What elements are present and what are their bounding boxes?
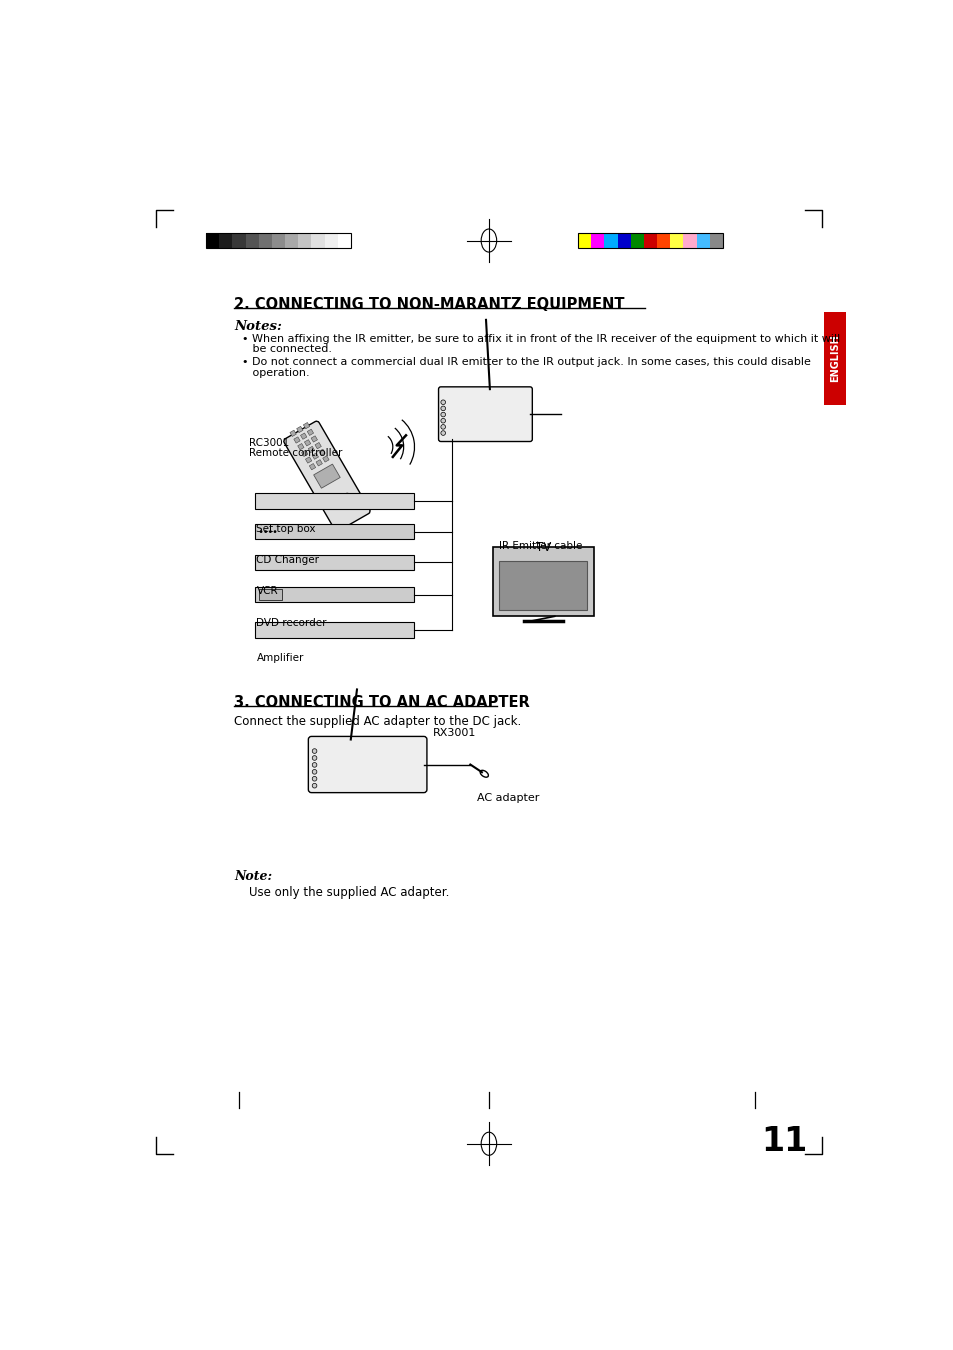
Bar (300, 433, 307, 439)
Circle shape (312, 783, 316, 788)
Text: Remote controller: Remote controller (249, 448, 342, 459)
Circle shape (312, 776, 316, 782)
Circle shape (440, 431, 445, 435)
Bar (311, 232, 324, 248)
Bar (294, 437, 300, 443)
Bar (296, 427, 303, 432)
Bar (245, 232, 258, 248)
Bar (324, 232, 337, 248)
Bar (322, 456, 329, 462)
Bar (309, 463, 315, 470)
Text: AC adapter: AC adapter (476, 794, 538, 803)
Bar (254, 493, 414, 509)
Bar (254, 622, 414, 637)
Text: DVD recorder: DVD recorder (256, 618, 327, 628)
Bar (301, 450, 308, 456)
Text: RX3001: RX3001 (433, 728, 476, 738)
Bar (290, 431, 296, 436)
Bar (254, 524, 414, 539)
Text: CD Changer: CD Changer (256, 555, 319, 564)
Circle shape (440, 424, 445, 429)
Bar (696, 232, 709, 248)
Bar (311, 436, 317, 441)
Bar (233, 232, 245, 248)
Text: TV: TV (535, 541, 550, 554)
Bar (206, 232, 351, 248)
Bar (617, 232, 630, 248)
Text: Amplifier: Amplifier (256, 653, 303, 663)
Circle shape (331, 501, 336, 506)
Bar (337, 232, 351, 248)
Bar (312, 454, 318, 459)
Bar (219, 232, 233, 248)
Circle shape (344, 493, 350, 498)
Bar (498, 560, 587, 610)
Circle shape (312, 769, 316, 774)
Bar (315, 459, 322, 466)
Bar (285, 232, 298, 248)
Bar (304, 440, 311, 446)
Circle shape (274, 531, 276, 533)
Circle shape (440, 400, 445, 405)
Text: 3. CONNECTING TO AN AC ADAPTER: 3. CONNECTING TO AN AC ADAPTER (233, 695, 529, 710)
Bar (258, 232, 272, 248)
Bar (578, 232, 722, 248)
Circle shape (259, 531, 262, 533)
Bar (591, 232, 604, 248)
Text: operation.: operation. (241, 367, 309, 378)
Bar (206, 232, 219, 248)
Text: Use only the supplied AC adapter.: Use only the supplied AC adapter. (233, 886, 449, 899)
Bar (314, 443, 321, 448)
Circle shape (440, 412, 445, 417)
Bar (682, 232, 696, 248)
FancyBboxPatch shape (308, 736, 427, 792)
Text: RC3001: RC3001 (249, 437, 290, 448)
Text: Notes:: Notes: (233, 320, 281, 333)
Circle shape (312, 749, 316, 753)
Circle shape (440, 418, 445, 423)
Text: • When affixing the IR emitter, be sure to affix it in front of the IR receiver : • When affixing the IR emitter, be sure … (241, 333, 839, 344)
Circle shape (312, 756, 316, 760)
Bar (318, 450, 325, 455)
Bar (643, 232, 657, 248)
Bar (670, 232, 682, 248)
Text: 11: 11 (760, 1125, 806, 1158)
Bar (254, 587, 414, 602)
Bar (493, 547, 593, 617)
Bar (578, 232, 591, 248)
Circle shape (337, 497, 343, 502)
FancyBboxPatch shape (283, 421, 370, 531)
Text: 2. CONNECTING TO NON-MARANTZ EQUIPMENT: 2. CONNECTING TO NON-MARANTZ EQUIPMENT (233, 297, 624, 312)
Text: be connected.: be connected. (241, 344, 332, 355)
Text: IR Emitter cable: IR Emitter cable (498, 541, 581, 551)
Bar (298, 232, 311, 248)
Circle shape (312, 763, 316, 767)
Bar (254, 555, 414, 570)
Text: Set top box: Set top box (256, 524, 315, 533)
Bar (630, 232, 643, 248)
Bar (308, 447, 314, 452)
Bar (604, 232, 617, 248)
Circle shape (264, 531, 267, 533)
Circle shape (269, 531, 272, 533)
Bar (303, 423, 310, 429)
Bar (709, 232, 722, 248)
Bar (314, 464, 340, 489)
Text: VCR: VCR (256, 586, 277, 595)
FancyBboxPatch shape (438, 387, 532, 441)
Bar (307, 429, 314, 436)
Text: ENGLISH: ENGLISH (829, 335, 840, 382)
Bar (272, 232, 285, 248)
Bar (305, 456, 312, 463)
Text: • Do not connect a commercial dual IR emitter to the IR output jack. In some cas: • Do not connect a commercial dual IR em… (241, 356, 810, 367)
Text: Connect the supplied AC adapter to the DC jack.: Connect the supplied AC adapter to the D… (233, 716, 520, 728)
Circle shape (440, 406, 445, 410)
Bar (297, 444, 304, 450)
Bar (657, 232, 670, 248)
Bar (258, 590, 282, 601)
Text: Note:: Note: (233, 871, 272, 883)
Bar (823, 312, 845, 405)
